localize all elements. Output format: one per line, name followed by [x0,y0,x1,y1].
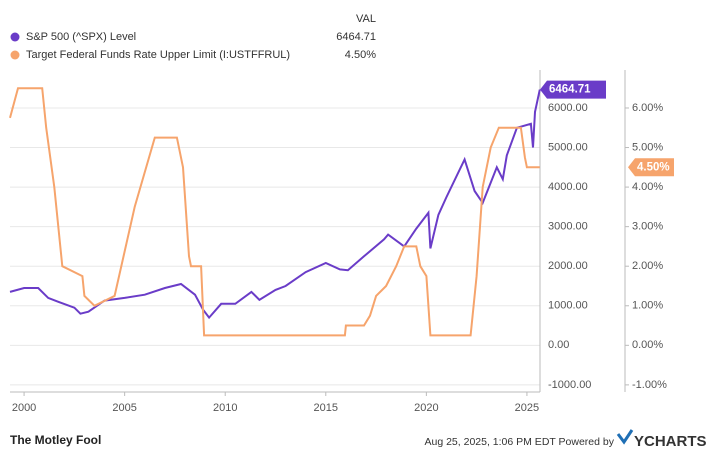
y-tick-label: 0.00 [548,339,569,351]
timestamp: Aug 25, 2025, 1:06 PM EDT Powered by [424,436,614,448]
x-tick-label: 2000 [12,402,36,414]
y2-tick-label: 2.00% [632,260,663,272]
x-tick-label: 2005 [112,402,136,414]
y-tick-label: 2000.00 [548,260,588,272]
x-tick-label: 2015 [314,402,338,414]
legend-value: 6464.71 [336,31,376,43]
legend-marker [10,50,20,60]
series-line [9,87,540,337]
y-tick-label: 1000.00 [548,300,588,312]
legend-header: VAL [356,13,376,25]
legend-marker [10,32,20,42]
y2-tick-label: 5.00% [632,141,663,153]
series-line [9,89,541,320]
value-tag-label: 6464.71 [549,84,591,96]
y-tick-label: 5000.00 [548,141,588,153]
source: YCHARTS [634,433,707,450]
legend-label: Target Federal Funds Rate Upper Limit (I… [26,49,290,61]
x-tick-label: 2010 [213,402,237,414]
value-tag-label: 4.50% [637,161,670,173]
y2-tick-label: 6.00% [632,102,663,114]
y-tick-label: -1000.00 [548,379,591,391]
x-tick-label: 2025 [515,402,539,414]
x-tick-label: 2020 [414,402,438,414]
y-tick-label: 4000.00 [548,181,588,193]
y2-tick-label: 0.00% [632,339,663,351]
source-logo [616,429,634,445]
y2-tick-label: 3.00% [632,221,663,233]
y-tick-label: 6000.00 [548,102,588,114]
y-tick-label: 3000.00 [548,221,588,233]
y2-tick-label: 1.00% [632,300,663,312]
y2-tick-label: 4.00% [632,181,663,193]
value-tag [540,80,606,99]
legend-label: S&P 500 (^SPX) Level [26,31,136,43]
y2-tick-label: -1.00% [632,379,667,391]
value-tag [628,158,674,177]
brand: The Motley Fool [10,433,101,447]
legend-value: 4.50% [345,49,376,61]
